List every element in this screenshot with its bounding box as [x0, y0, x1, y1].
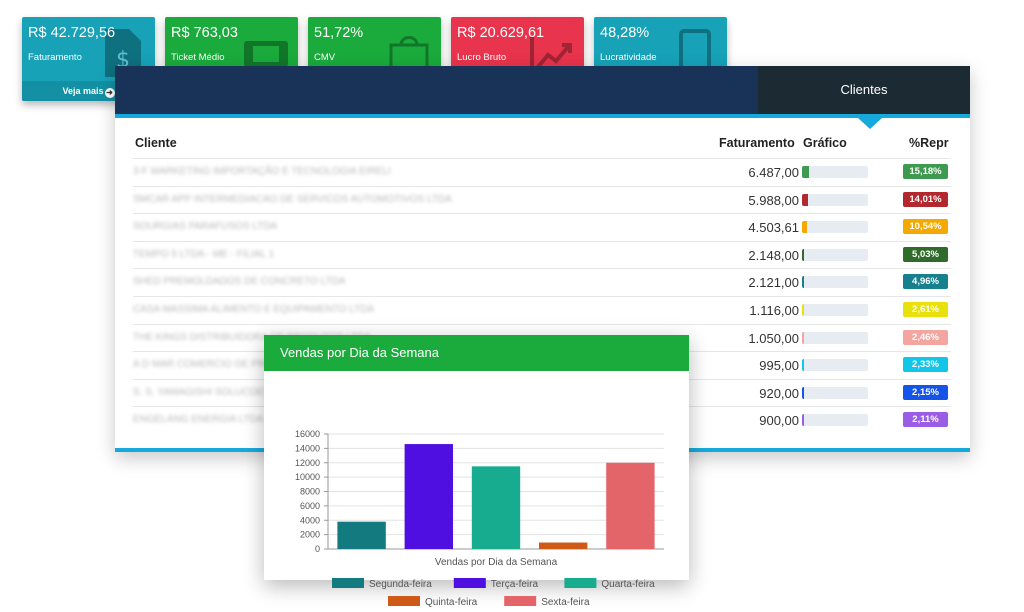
- legend-swatch: [564, 578, 597, 588]
- repr-badge: 10,54%: [903, 219, 948, 235]
- veja-mais-label: Veja mais: [62, 86, 104, 96]
- kpi-label: Lucro Bruto: [457, 52, 507, 63]
- representation-bar: [802, 193, 868, 206]
- faturamento-value: 1.050,00: [748, 330, 799, 346]
- faturamento-value: 920,00: [759, 385, 799, 401]
- modal-title: Vendas por Dia da Semana: [264, 335, 689, 371]
- cliente-name: S. S. YAMAGISHI SOLUCOES LTDA: [133, 386, 299, 398]
- cliente-name: SOURGIAS PARAFUSOS LTDA: [133, 221, 278, 233]
- table-row[interactable]: 3-F MARKETING IMPORTAÇÃO E TECNOLOGIA EI…: [133, 158, 951, 186]
- legend-label: Sexta-feira: [541, 597, 590, 608]
- tab-underline: [115, 114, 970, 118]
- x-axis-label: Vendas por Dia da Semana: [435, 557, 558, 568]
- legend-swatch: [332, 578, 364, 588]
- bar-sexta-feira: [606, 462, 655, 549]
- faturamento-value: 995,00: [759, 358, 799, 374]
- legend-label: Quinta-feira: [425, 597, 478, 608]
- cliente-name: A D MAR COMERCIO DE PRODUTOS LTDA: [133, 359, 336, 371]
- legend-swatch: [504, 596, 537, 606]
- cliente-name: ENGELANG ENERGIA LTDA: [133, 414, 264, 426]
- cliente-name: SMCAR APP INTERMEDIACAO DE SERVICOS AUTO…: [133, 193, 452, 205]
- representation-bar: [802, 386, 868, 399]
- repr-badge: 5,03%: [903, 246, 948, 262]
- cliente-name: CASA MASSIMA ALIMENTO E EQUIPAMENTO LTDA: [133, 304, 374, 315]
- table-row[interactable]: SMCAR APP INTERMEDIACAO DE SERVICOS AUTO…: [133, 185, 951, 214]
- y-tick-label: 6000: [300, 501, 320, 511]
- bar-quarta-feira: [471, 466, 521, 549]
- ticket-icon: [244, 27, 288, 79]
- representation-bar: [802, 414, 868, 427]
- tab-caret-icon: [858, 118, 882, 129]
- repr-badge: 2,61%: [903, 302, 948, 317]
- header-grafico: Gráfico: [803, 136, 847, 150]
- bar-quinta-feira: [539, 542, 588, 549]
- y-tick-label: 8000: [300, 487, 320, 497]
- table-row[interactable]: THE KINGS DISTRIBUIDORA DE PRODUTOS LTDA…: [133, 323, 951, 352]
- kpi-label: Lucratividade: [600, 52, 657, 63]
- repr-badge: 15,18%: [903, 164, 948, 179]
- representation-bar: [802, 221, 868, 234]
- table-row[interactable]: SOURGIAS PARAFUSOS LTDA 4.503,61 10,54%: [133, 213, 951, 241]
- bar-terça-feira: [404, 444, 453, 549]
- weekday-sales-modal: Vendas por Dia da Semana 0 2000 4000 6000 80…: [264, 335, 689, 608]
- kpi-value: R$ 20.629,61: [457, 25, 545, 41]
- kpi-value: R$ 42.729,56: [28, 25, 116, 41]
- faturamento-value: 6.487,00: [748, 165, 799, 180]
- y-tick-label: 2000: [300, 530, 320, 540]
- legend-label: Quarta-feira: [601, 579, 655, 590]
- y-tick-label: 12000: [295, 458, 320, 468]
- kpi-value: 48,28%: [600, 25, 650, 41]
- legend-label: Terça-feira: [491, 579, 539, 590]
- representation-bar: [802, 359, 868, 372]
- faturamento-value: 2.148,00: [748, 247, 799, 263]
- arrow-right-circle-icon: ➜: [104, 88, 115, 98]
- y-tick-label: 10000: [295, 472, 320, 482]
- repr-badge: 14,01%: [903, 191, 948, 207]
- tab-clientes[interactable]: Clientes: [758, 66, 970, 114]
- kpi-label: CMV: [314, 52, 336, 63]
- repr-badge: 2,33%: [903, 357, 948, 373]
- kpi-value: R$ 763,03: [171, 25, 238, 41]
- faturamento-value: 900,00: [759, 413, 799, 429]
- table-row[interactable]: SHED PREMOLDADOS DE CONCRETO LTDA 2.121,0…: [133, 268, 951, 296]
- representation-bar: [802, 248, 868, 261]
- header-faturamento[interactable]: Faturamento: [719, 136, 795, 150]
- representation-bar: [802, 331, 868, 344]
- representation-bar: [802, 304, 868, 316]
- legend-swatch: [388, 596, 420, 606]
- repr-badge: 2,11%: [903, 412, 948, 428]
- repr-badge: 2,46%: [903, 329, 948, 345]
- y-tick-label: 16000: [295, 429, 320, 439]
- representation-bar: [802, 276, 868, 289]
- faturamento-value: 4.503,61: [748, 220, 799, 236]
- legend-label: Segunda-feira: [369, 579, 432, 590]
- table-row[interactable]: CASA MASSIMA ALIMENTO E EQUIPAMENTO LTDA…: [133, 296, 951, 324]
- faturamento-value: 2.121,00: [748, 275, 799, 291]
- y-tick-label: 14000: [295, 443, 320, 453]
- kpi-label: Ticket Médio: [171, 52, 225, 63]
- kpi-label: Faturamento: [28, 52, 82, 63]
- faturamento-value: 1.116,00: [749, 303, 799, 318]
- repr-badge: 4,96%: [903, 274, 948, 290]
- y-tick-label: 0: [315, 544, 320, 554]
- weekday-sales-chart: 0 2000 4000 6000 8000 10000 12000 14000 16000 Ven…: [295, 429, 664, 608]
- header-repr[interactable]: %Repr: [909, 136, 949, 150]
- cliente-name: TEMPO 5 LTDA - ME - FILIAL 1: [133, 248, 275, 260]
- bar-segunda-feira: [337, 521, 386, 549]
- repr-badge: 2,15%: [903, 384, 948, 400]
- faturamento-value: 5.988,00: [748, 192, 799, 208]
- y-tick-label: 4000: [300, 515, 320, 525]
- kpi-value: 51,72%: [314, 25, 364, 41]
- table-row[interactable]: TEMPO 5 LTDA - ME - FILIAL 1 2.148,00 5,03…: [133, 240, 951, 269]
- header-cliente[interactable]: Cliente: [135, 136, 177, 150]
- cliente-name: 3-F MARKETING IMPORTAÇÃO E TECNOLOGIA EI…: [133, 166, 391, 177]
- cliente-name: THE KINGS DISTRIBUIDORA DE PRODUTOS LTDA: [133, 331, 371, 343]
- cliente-name: SHED PREMOLDADOS DE CONCRETO LTDA: [133, 276, 346, 288]
- representation-bar: [802, 166, 868, 178]
- legend-swatch: [453, 578, 486, 588]
